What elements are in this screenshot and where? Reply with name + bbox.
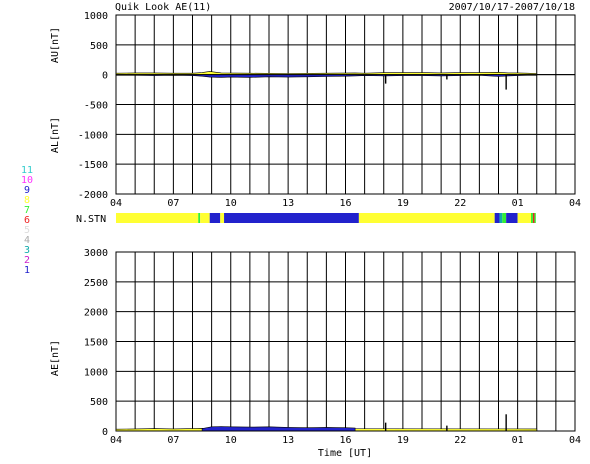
- y-tick-label: 2000: [84, 308, 108, 319]
- station-legend-number: 2: [24, 255, 30, 266]
- station-segment: [220, 213, 225, 223]
- figure-title: Quik Look AE(11): [115, 2, 211, 13]
- x-tick-label: 16: [339, 435, 351, 446]
- y-tick-label: 2500: [84, 278, 108, 289]
- x-tick-label: 01: [512, 435, 524, 446]
- station-segment: [502, 213, 507, 223]
- y-tick-label: 0: [102, 427, 108, 438]
- station-segment: [499, 213, 503, 223]
- station-segment: [506, 213, 518, 223]
- station-segment: [494, 213, 500, 223]
- station-segment: [200, 213, 210, 223]
- station-segment: [209, 213, 221, 223]
- series-area: [115, 74, 538, 78]
- date-range: 2007/10/17-2007/10/18: [449, 2, 575, 13]
- y-tick-label: 1000: [84, 11, 108, 22]
- station-legend-number: 1: [24, 265, 30, 276]
- x-tick-label: 16: [339, 198, 351, 209]
- station-legend-number: 10: [21, 175, 33, 186]
- station-segment: [534, 213, 536, 223]
- station-legend-number: 8: [24, 195, 30, 206]
- station-legend-number: 9: [24, 185, 30, 196]
- y-tick-label: 1500: [84, 338, 108, 349]
- x-tick-label: 04: [569, 435, 581, 446]
- station-segment: [532, 213, 535, 223]
- station-segment: [358, 213, 495, 223]
- station-segment: [531, 213, 533, 223]
- series-area: [201, 426, 356, 432]
- n-stn-label: N.STN: [76, 214, 106, 225]
- y-axis-label: AE[nT]: [50, 340, 61, 376]
- station-legend-number: 5: [24, 225, 30, 236]
- x-tick-label: 07: [167, 435, 179, 446]
- x-tick-label: 04: [110, 198, 122, 209]
- y-tick-label: -1000: [78, 130, 108, 141]
- x-tick-label: 07: [167, 198, 179, 209]
- y-tick-label: 500: [90, 397, 108, 408]
- x-tick-label: 04: [110, 435, 122, 446]
- station-legend-number: 6: [24, 215, 30, 226]
- x-tick-label: 13: [282, 198, 294, 209]
- y-axis-label: AU[nT]: [50, 27, 61, 63]
- x-tick-label: 22: [454, 435, 466, 446]
- station-segment: [116, 213, 199, 223]
- y-tick-label: -500: [84, 101, 108, 112]
- x-tick-label: 19: [397, 198, 409, 209]
- x-tick-label: 10: [225, 198, 237, 209]
- x-tick-label: 01: [512, 198, 524, 209]
- x-tick-label: 04: [569, 198, 581, 209]
- y-tick-label: 3000: [84, 248, 108, 259]
- series-area: [115, 71, 538, 75]
- station-segment: [198, 213, 201, 223]
- y-tick-label: -1500: [78, 160, 108, 171]
- y-tick-label: 1000: [84, 367, 108, 378]
- station-count-bar: [116, 213, 536, 223]
- x-tick-label: 13: [282, 435, 294, 446]
- y-tick-label: -2000: [78, 190, 108, 201]
- station-legend-number: 7: [24, 205, 30, 216]
- station-legend-number: 3: [24, 245, 30, 256]
- y-axis-label: AL[nT]: [50, 117, 61, 153]
- station-segment: [517, 213, 532, 223]
- y-tick-label: 500: [90, 41, 108, 52]
- y-tick-label: 0: [102, 71, 108, 82]
- x-tick-label: 10: [225, 435, 237, 446]
- x-axis-label: Time [UT]: [318, 448, 372, 459]
- station-legend-number: 4: [24, 235, 30, 246]
- station-segment: [224, 213, 359, 223]
- station-legend-number: 11: [21, 165, 33, 176]
- x-tick-label: 19: [397, 435, 409, 446]
- x-tick-label: 22: [454, 198, 466, 209]
